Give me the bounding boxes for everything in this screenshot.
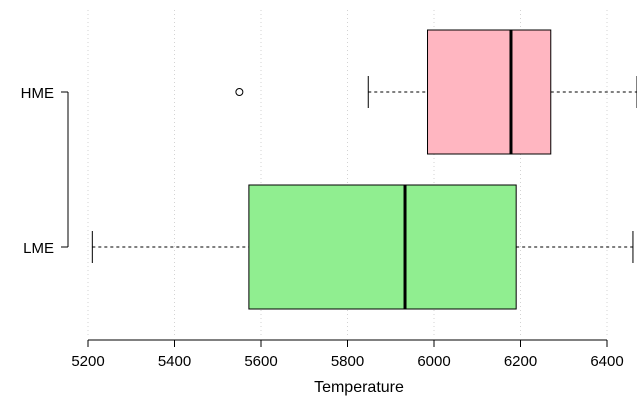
boxes (91, 29, 637, 310)
x-tick-label: 5600 (244, 353, 277, 370)
x-tick-label: 5800 (331, 353, 364, 370)
x-tick-label: 6200 (504, 353, 537, 370)
box-group (91, 184, 634, 310)
axes: 5200 5400 5600 5800 6000 6200 6400 HME LME (21, 85, 624, 370)
x-tick-label: 6400 (590, 353, 623, 370)
x-axis-title: Temperature (314, 379, 404, 396)
y-tick-label: HME (21, 85, 54, 102)
x-tick-label: 5400 (158, 353, 191, 370)
box-group (235, 29, 637, 155)
grid-lines (87, 10, 608, 338)
x-tick-label: 6000 (417, 353, 450, 370)
outlier-point (235, 88, 244, 96)
box-iqr (248, 184, 517, 310)
x-tick-label: 5200 (71, 353, 104, 370)
box-iqr (427, 29, 552, 155)
y-tick-label: LME (23, 240, 54, 257)
